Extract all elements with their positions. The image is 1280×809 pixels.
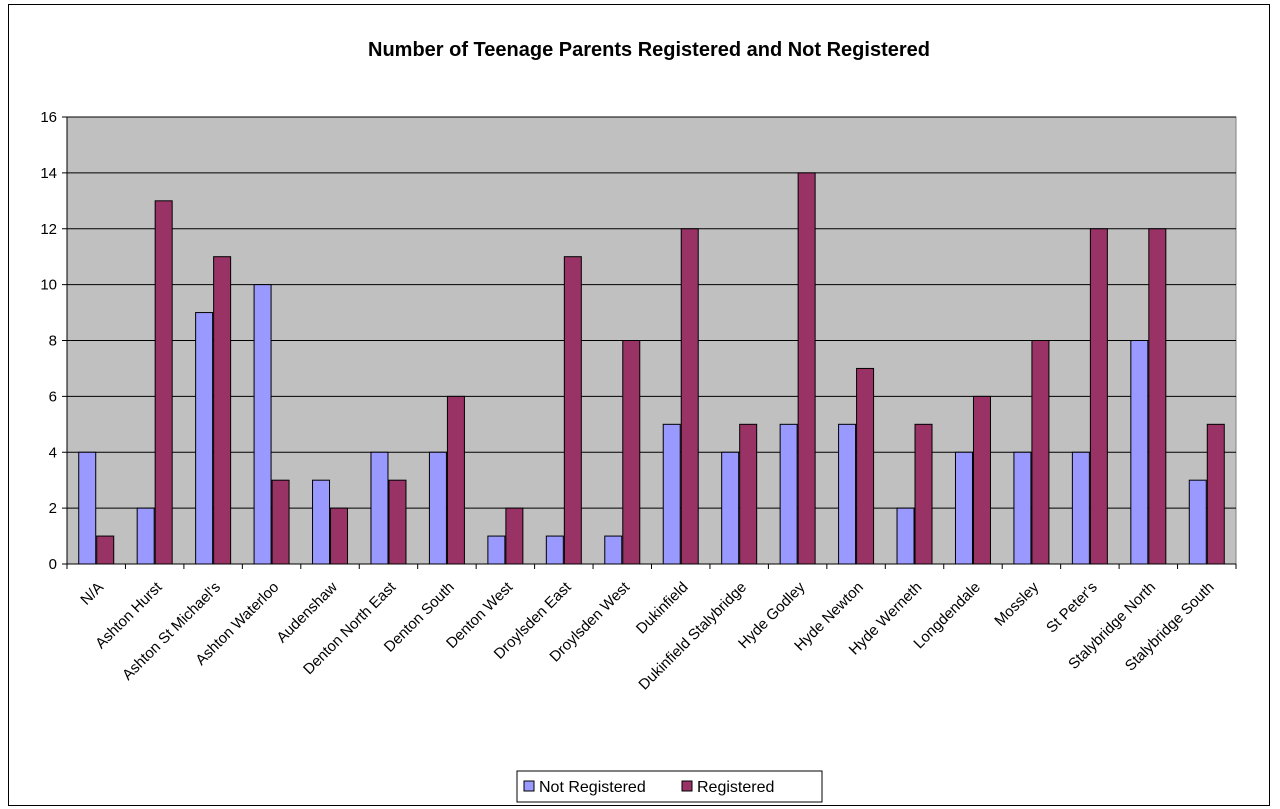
bar-registered xyxy=(388,479,407,565)
bar-registered xyxy=(972,395,991,565)
bar-not-registered xyxy=(136,507,155,565)
bar-not-registered xyxy=(954,451,973,565)
bar-not-registered xyxy=(312,479,331,565)
bar-registered xyxy=(914,423,933,565)
bar-registered xyxy=(271,479,290,565)
bar-registered xyxy=(213,256,232,565)
bar-registered xyxy=(1089,228,1108,565)
bars xyxy=(78,172,1225,565)
bar-not-registered xyxy=(370,451,389,565)
bar-registered xyxy=(797,172,816,565)
bar-not-registered xyxy=(487,535,506,565)
legend-box xyxy=(516,770,823,803)
legend-label: Not Registered xyxy=(539,779,646,796)
y-tick-label: 4 xyxy=(49,444,57,461)
x-tick-label: N/A xyxy=(77,579,107,609)
bar-not-registered xyxy=(78,451,97,565)
bar-not-registered xyxy=(1071,451,1090,565)
y-tick-label: 14 xyxy=(40,165,57,182)
bar-registered xyxy=(563,256,582,565)
legend: Not Registered Registered xyxy=(516,770,823,803)
bar-not-registered xyxy=(779,423,798,565)
legend-swatch xyxy=(681,780,693,792)
y-tick-label: 6 xyxy=(49,388,57,405)
bar-not-registered xyxy=(604,535,623,565)
bar-registered xyxy=(856,367,875,565)
chart-title: Number of Teenage Parents Registered and… xyxy=(368,39,930,61)
x-tick-label: St Peter's xyxy=(1043,579,1101,637)
bar-registered xyxy=(680,228,699,565)
x-tick-label: Mossley xyxy=(991,578,1042,629)
x-tick-label: Dukinfield xyxy=(633,579,692,638)
bar-registered xyxy=(96,535,115,565)
bar-registered xyxy=(154,200,173,565)
bar-registered xyxy=(1031,340,1050,565)
bar-not-registered xyxy=(545,535,564,565)
y-tick-label: 12 xyxy=(40,221,57,238)
bar-not-registered xyxy=(721,451,740,565)
y-tick-label: 10 xyxy=(40,277,57,294)
chart-frame: Number of Teenage Parents Registered and… xyxy=(8,4,1270,806)
legend-swatch xyxy=(523,780,535,792)
bar-registered xyxy=(1148,228,1167,565)
bar-registered xyxy=(446,395,465,565)
bar-not-registered xyxy=(1188,479,1207,565)
bar-not-registered xyxy=(662,423,681,565)
bar-registered xyxy=(330,507,349,565)
bar-not-registered xyxy=(1013,451,1032,565)
y-tick-label: 2 xyxy=(49,500,57,517)
bar-registered xyxy=(739,423,758,565)
y-tick-label: 0 xyxy=(49,556,57,573)
y-tick-label: 16 xyxy=(40,109,57,126)
bar-registered xyxy=(1206,423,1225,565)
bar-not-registered xyxy=(253,284,272,565)
bar-registered xyxy=(622,340,641,565)
legend-label: Registered xyxy=(697,779,774,796)
x-tick-label: Ashton St Michael's xyxy=(119,579,224,684)
y-axis-ticks: 0 2 4 6 8 10 12 14 16 xyxy=(40,109,67,573)
bar-registered xyxy=(505,507,524,565)
bar-not-registered xyxy=(1130,340,1149,565)
bar-not-registered xyxy=(838,423,857,565)
bar-not-registered xyxy=(896,507,915,565)
bar-not-registered xyxy=(428,451,447,565)
y-tick-label: 8 xyxy=(49,333,57,350)
bar-not-registered xyxy=(195,312,214,565)
x-tick-label: Dukinfield Stalybridge xyxy=(635,579,750,694)
bar-chart: Number of Teenage Parents Registered and… xyxy=(40,39,1237,803)
